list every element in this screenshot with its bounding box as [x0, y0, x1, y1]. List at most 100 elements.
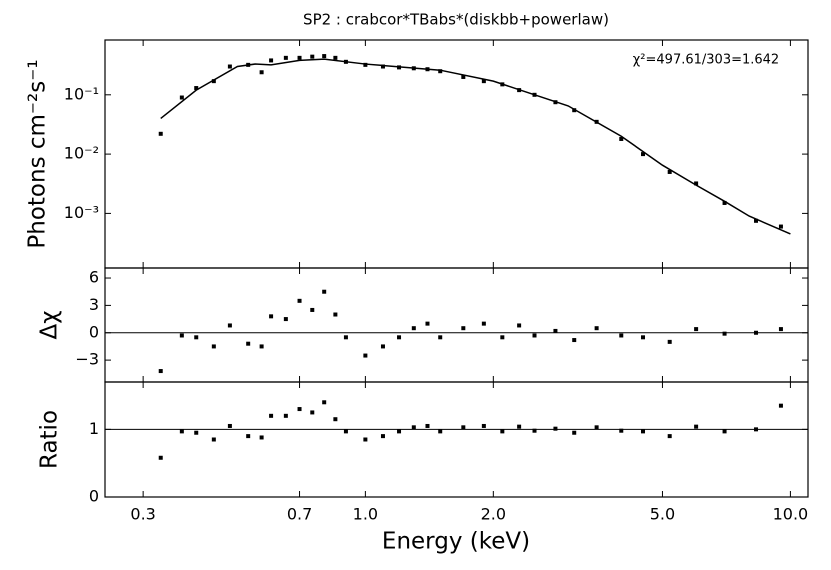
data-point: [594, 326, 599, 331]
chart-title: SP2 : crabcor*TBabs*(diskbb+powerlaw): [303, 11, 609, 29]
data-point: [619, 136, 624, 141]
data-point: [594, 425, 599, 430]
data-point: [722, 429, 727, 434]
data-point: [333, 55, 338, 60]
data-point: [461, 326, 466, 331]
data-point: [322, 54, 327, 59]
data-point: [194, 335, 199, 340]
data-point: [461, 74, 466, 79]
data-point: [333, 417, 338, 422]
data-point: [641, 429, 646, 434]
data-point: [310, 410, 315, 415]
x-axis-label: Energy (keV): [382, 529, 530, 555]
data-point: [179, 429, 184, 434]
data-point: [425, 423, 430, 428]
data-point: [754, 427, 759, 432]
data-point: [641, 152, 646, 157]
data-point: [283, 317, 288, 322]
data-point: [158, 131, 163, 136]
data-point: [194, 430, 199, 435]
data-point: [179, 333, 184, 338]
data-point: [553, 426, 558, 431]
data-point: [553, 328, 558, 333]
data-point: [158, 369, 163, 374]
data-point: [517, 323, 522, 328]
data-point: [227, 423, 232, 428]
data-point: [269, 413, 274, 418]
y-tick-label: −3: [75, 350, 99, 369]
data-point: [778, 224, 783, 229]
data-point: [481, 79, 486, 84]
data-point: [572, 430, 577, 435]
data-point: [259, 70, 264, 75]
data-point: [297, 298, 302, 303]
data-point: [269, 58, 274, 63]
data-point: [694, 424, 699, 429]
data-point: [269, 314, 274, 319]
data-point: [722, 331, 727, 336]
data-point: [380, 344, 385, 349]
y-tick-label: 10⁻²: [64, 144, 99, 163]
data-point: [667, 169, 672, 174]
data-point: [380, 64, 385, 69]
data-point: [500, 335, 505, 340]
y-axis-label: Ratio: [37, 410, 63, 469]
data-point: [363, 353, 368, 358]
data-point: [397, 429, 402, 434]
data-point: [343, 335, 348, 340]
x-tick-label: 1.0: [353, 505, 378, 524]
data-point: [227, 64, 232, 69]
y-tick-label: 10⁻³: [64, 203, 99, 222]
data-point: [363, 437, 368, 442]
data-point: [310, 307, 315, 312]
y-tick-label: 6: [89, 268, 99, 287]
y-axis-label: Δχ: [37, 310, 63, 339]
data-point: [481, 423, 486, 428]
y-tick-label: 1: [89, 419, 99, 438]
data-point: [754, 330, 759, 335]
data-point: [343, 429, 348, 434]
y-tick-label: 3: [89, 295, 99, 314]
data-point: [297, 407, 302, 412]
plot-frame: [104, 381, 809, 498]
data-point: [438, 335, 443, 340]
x-tick-label: 5.0: [650, 505, 675, 524]
y-tick-label: 0: [89, 322, 99, 341]
data-point: [158, 455, 163, 460]
data-point: [246, 434, 251, 439]
data-point: [211, 79, 216, 84]
data-point: [667, 339, 672, 344]
y-axis-label: Photons cm⁻²s⁻¹: [25, 59, 51, 248]
data-point: [211, 344, 216, 349]
x-tick-label: 2.0: [481, 505, 506, 524]
data-point: [363, 62, 368, 67]
data-point: [778, 403, 783, 408]
data-point: [438, 69, 443, 74]
data-point: [297, 55, 302, 60]
data-point: [211, 437, 216, 442]
data-point: [619, 333, 624, 338]
data-point: [194, 86, 199, 91]
data-point: [227, 323, 232, 328]
y-tick-label: 0: [89, 487, 99, 506]
data-point: [259, 344, 264, 349]
plot-frame: [104, 267, 809, 383]
data-point: [641, 335, 646, 340]
data-point: [481, 321, 486, 326]
x-tick-label: 0.3: [130, 505, 155, 524]
data-point: [754, 218, 759, 223]
data-point: [283, 55, 288, 60]
x-tick-label: 10.0: [773, 505, 809, 524]
data-point: [380, 434, 385, 439]
data-point: [411, 326, 416, 331]
data-point: [283, 413, 288, 418]
data-point: [322, 400, 327, 405]
annotation: χ²=497.61/303=1.642: [633, 53, 779, 68]
data-point: [532, 333, 537, 338]
data-point: [411, 425, 416, 430]
data-point: [500, 429, 505, 434]
data-point: [572, 338, 577, 343]
y-tick-label: 10⁻¹: [64, 84, 99, 103]
data-point: [532, 428, 537, 433]
